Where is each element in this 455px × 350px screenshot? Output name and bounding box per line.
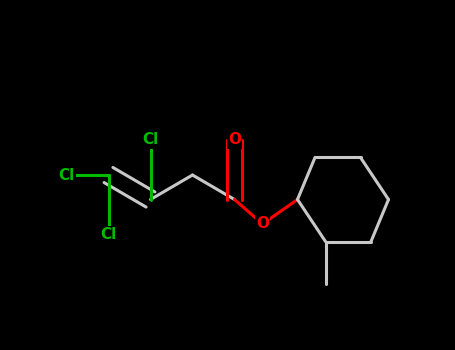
Text: O: O xyxy=(256,217,269,231)
Text: Cl: Cl xyxy=(142,133,159,147)
Text: O: O xyxy=(228,133,241,147)
Text: Cl: Cl xyxy=(58,168,75,182)
Text: Cl: Cl xyxy=(101,227,116,242)
